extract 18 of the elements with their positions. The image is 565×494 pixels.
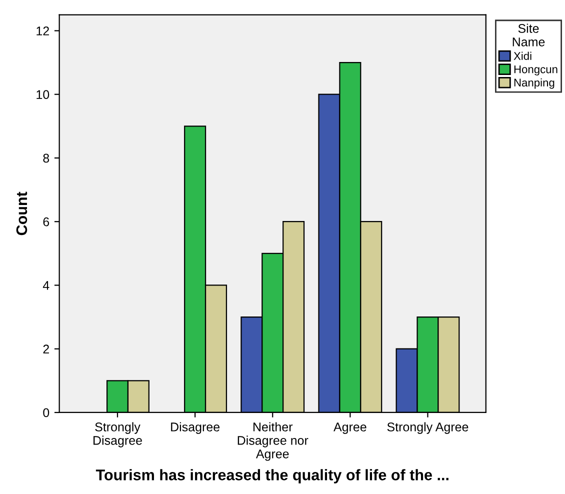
y-tick-label: 0	[43, 408, 50, 418]
x-tick-label: Strongly Disagree	[94, 422, 142, 448]
x-tick-label: Agree	[334, 422, 366, 434]
legend-title: Site Name	[512, 24, 545, 46]
y-axis-title: Count	[16, 192, 28, 236]
legend-label: Xidi	[514, 52, 532, 60]
y-tick-label: 4	[42, 281, 50, 290]
y-tick-label: 10	[36, 90, 50, 100]
legend-label: Nanping	[514, 78, 554, 89]
legend-label: Hongcun	[514, 65, 558, 76]
y-tick-label: 2	[43, 344, 49, 354]
x-tick-label: Disagree	[171, 422, 220, 434]
x-tick-label: Strongly Agree	[387, 422, 468, 434]
x-axis-title: Tourism has increased the quality of life of the ...	[96, 469, 448, 484]
y-tick-label: 8	[43, 154, 50, 163]
x-tick-label: Neither Disagree nor Agree	[238, 422, 308, 461]
y-tick-label: 6	[43, 217, 50, 226]
y-tick-label: 12	[36, 26, 49, 36]
